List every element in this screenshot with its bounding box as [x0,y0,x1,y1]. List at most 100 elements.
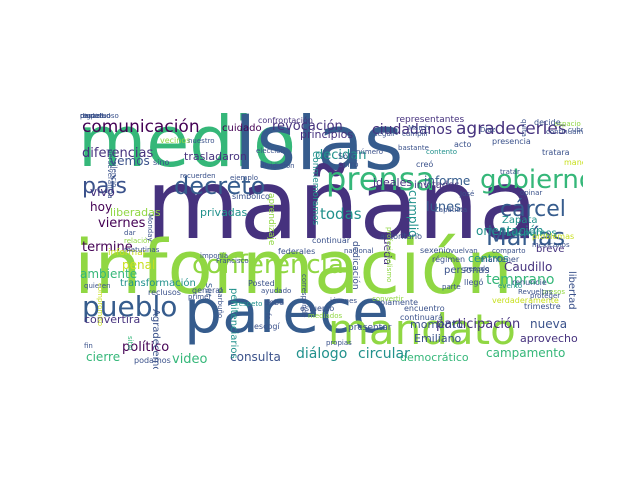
word-cloud: medio Islas mañana información parece prensa c… [80,113,583,369]
word-general: general [192,286,223,295]
word-marias: Marías [486,223,566,251]
word-primer: primer [188,293,212,301]
word-monday: Monday [146,214,154,242]
word-respeto: respeto [236,300,263,308]
word-hoy: hoy [90,200,113,214]
word-breve: breve [536,244,565,255]
word-nueva: nueva [530,317,568,331]
word-dignidad: dignidad [80,113,111,120]
word-carcel: cárcel [500,197,566,222]
word-reclusos: reclusos [148,288,181,297]
word-privadas: privadas [200,206,248,219]
word-temprano: temprano [486,272,555,288]
word-comparto: comparto [492,247,526,255]
word-circular: circular [358,346,410,362]
word-presos: presos [542,288,566,296]
word-informe: informe [424,174,471,188]
word-principios: principios [300,128,354,141]
word-escogi: escogí [254,322,280,331]
word-mediados: mediados [308,312,343,320]
word-esfuerzo: esfuerzo [300,304,335,313]
word-espacio: espacio [554,120,581,128]
word-pais: país [82,174,128,199]
word-diaz: Díaz [480,126,496,134]
word-acto: acto [454,140,472,149]
word-pueblo: pueblo [82,290,178,323]
word-manana: mañana [146,149,538,261]
word-decide: decide [534,118,561,127]
word-mexicanos: mexicanos [532,241,570,249]
word-confrontacion: confrontación [258,116,313,125]
word-llego: llegó [464,278,484,287]
word-dividieron: dividieron [260,162,295,170]
word-vivo: vivo [90,185,115,199]
word-medio: medio [80,113,296,183]
word-federales: federales [278,247,316,256]
word-democratico: democrático [400,351,469,364]
word-decidan: decidan [315,148,367,163]
word-nuestro: nuestro [188,137,215,145]
word-pasara: pasará [80,113,104,120]
word-presentar: presentar [348,323,392,333]
word-invitados: invitados [414,180,460,191]
word-autoritario: autoritario [380,232,422,241]
word-silencio: silencio [110,161,118,188]
word-mantener: mantener [480,255,520,264]
word-recuerden: recuerden [180,172,216,180]
word-aprendizaje: aprendizaje [266,193,276,246]
word-regimen: régimen [432,255,466,264]
word-dedicacion: dedicación [350,241,360,290]
word-respetuoso: respetuoso [80,113,119,120]
word-aprovecho: aprovecho [520,332,578,345]
word-quita: quita [520,119,528,137]
word-zapata: Zapata [502,215,538,226]
word-seguir: seguir [374,130,396,138]
word-ambiente: ambiente [80,267,138,281]
word-comunicacion: comunicación [82,117,200,137]
word-creo: creó [416,160,434,169]
word-fe: fe [264,313,272,320]
word-momento: momento [410,318,463,331]
word-gobierno: gobierno [480,165,583,195]
word-vuelvan: vuelvan [450,247,478,255]
word-imponia: imponía [200,252,229,260]
word-mandato: mandato [328,305,516,354]
word-posted: Posted [248,279,275,288]
word-dar: dar [124,229,136,237]
word-corresponde: corresponde [300,274,308,318]
word-video: video [172,352,208,367]
word-perseverancia: perseverancia [106,149,114,199]
word-sur: Sur [204,283,213,297]
word-penitenciarios: penitenciarios [228,288,239,359]
word-cumplir: cumplir [402,130,429,138]
word-todas: todas [320,205,362,223]
word-revueltas: Revueltas [518,288,553,296]
word-fin: fin [84,342,93,350]
word-continuar: continuar [312,236,351,245]
word-sexenio: sexenio [420,246,451,255]
word-conmemoramos: Conmemoramos [310,151,320,226]
word-caudillo: Caudillo [504,260,553,274]
word-jose: José [460,190,475,198]
word-decreto: decreto [174,172,266,200]
word-bastante: bastante [398,144,429,152]
word-dialogo: diálogo [296,346,348,362]
word-podamos: podamos [134,356,171,365]
word-pesado: pesado [464,265,490,273]
word-proteger: proteger [530,292,561,300]
word-verdaderamente: verdaderamente [492,296,559,305]
word-continuara: continuará [400,313,443,322]
word-propias: propias [326,339,352,347]
word-cuidado: cuidado [222,123,262,134]
word-participacion: participación [436,317,521,332]
word-simbolico: simbólico [232,192,270,201]
word-parte: parte [442,283,461,291]
word-francisco: Francisco [216,257,249,265]
word-solamente: solamente [376,298,419,307]
word-libertad: libertad [566,271,577,310]
word-luchamos: Luchamos [506,228,557,239]
word-tratar: tratar [500,168,520,176]
word-politico: político [122,340,170,355]
word-ayudado: ayudado [261,287,292,295]
word-lunes: lunes [426,200,461,215]
